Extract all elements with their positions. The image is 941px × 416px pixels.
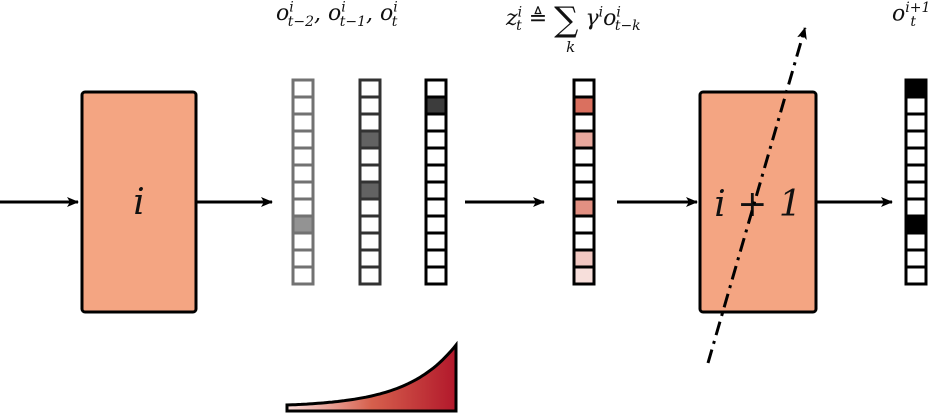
sum-subscript: k (566, 38, 576, 56)
column-o_t_minus_2-cell (291, 231, 315, 252)
z-column-cell (572, 248, 596, 269)
column-o_t_minus_1-cell (358, 231, 382, 252)
column-o_t-cell (424, 163, 448, 184)
z-column (572, 78, 596, 286)
next-output-cell (904, 163, 928, 184)
column-o_t_minus_2-cell (291, 248, 315, 269)
column-o_t-cell (424, 180, 448, 201)
next-output-column (904, 78, 928, 286)
column-o_t_minus_1-cell (358, 112, 382, 133)
column-o_t-cell (424, 248, 448, 269)
column-o_t_minus_1-cell (358, 78, 382, 99)
column-o_t-cell (424, 197, 448, 218)
z-column-cell (572, 180, 596, 201)
column-o_t_minus_1 (358, 78, 382, 286)
z-column-cell (572, 112, 596, 133)
decay-kernel-curve (285, 340, 458, 413)
z-column-cell (572, 231, 596, 252)
layer-i-box (80, 90, 198, 314)
column-o_t_minus_2-cell (291, 146, 315, 167)
sum-symbol: ∑ (554, 0, 579, 40)
z-column-cell (572, 78, 596, 99)
column-o_t_minus_1-cell (358, 214, 382, 235)
column-o_t_minus_1-cell (358, 146, 382, 167)
o-t-minus-2: oit−2 (276, 0, 314, 30)
column-o_t-cell (424, 95, 448, 116)
next-output-cell (904, 129, 928, 150)
next-output-cell (904, 78, 928, 99)
column-o_t_minus_1-cell (358, 248, 382, 269)
column-o_t_minus_2-cell (291, 214, 315, 235)
column-o_t_minus_1-cell (358, 129, 382, 150)
column-o_t_minus_1-cell (358, 180, 382, 201)
column-o_t_minus_2-cell (291, 265, 315, 286)
column-o_t (424, 78, 448, 286)
z-column-cell (572, 197, 596, 218)
next-output-cell (904, 248, 928, 269)
column-o_t-cell (424, 265, 448, 286)
next-output-cell (904, 95, 928, 116)
column-o_t_minus_2-cell (291, 78, 315, 99)
column-o_t_minus_1-cell (358, 265, 382, 286)
column-o_t_minus_1-cell (358, 163, 382, 184)
next-output-cell (904, 146, 928, 167)
label-previous-outputs: oit−2, oit−1, oit (276, 0, 398, 30)
column-o_t-cell (424, 112, 448, 133)
o-t: oit (380, 0, 398, 30)
layer-i-label: i (133, 182, 145, 223)
column-o_t_minus_1-cell (358, 197, 382, 218)
z-column-cell (572, 95, 596, 116)
column-o_t-cell (424, 214, 448, 235)
z-column-cell (572, 214, 596, 235)
column-o_t_minus_2-cell (291, 112, 315, 133)
column-o_t-cell (424, 231, 448, 252)
next-output-cell (904, 265, 928, 286)
column-o_t_minus_2-cell (291, 129, 315, 150)
o-t-minus-1: oit−1 (328, 0, 366, 30)
z-column-cell (572, 129, 596, 150)
column-o_t_minus_1-cell (358, 95, 382, 116)
column-o_t-cell (424, 146, 448, 167)
label-next-output: oi+1t (892, 0, 931, 30)
next-output-cell (904, 231, 928, 252)
z-column-cell (572, 265, 596, 286)
dashdot-diagonal-arrow (706, 27, 807, 364)
next-output-cell (904, 180, 928, 201)
column-o_t-cell (424, 78, 448, 99)
column-o_t_minus_2 (291, 78, 315, 286)
layer-next-box (698, 90, 818, 314)
column-o_t_minus_2-cell (291, 180, 315, 201)
column-o_t_minus_2-cell (291, 163, 315, 184)
next-output-cell (904, 197, 928, 218)
column-o_t_minus_2-cell (291, 197, 315, 218)
column-o_t_minus_2-cell (291, 95, 315, 116)
column-o_t-cell (424, 129, 448, 150)
z-column-cell (572, 146, 596, 167)
label-z-definition: zit ≜ ∑ k γioit−k (506, 0, 641, 56)
previous-outputs-group (291, 78, 448, 286)
next-output-cell (904, 214, 928, 235)
next-output-cell (904, 112, 928, 133)
z-column-cell (572, 163, 596, 184)
